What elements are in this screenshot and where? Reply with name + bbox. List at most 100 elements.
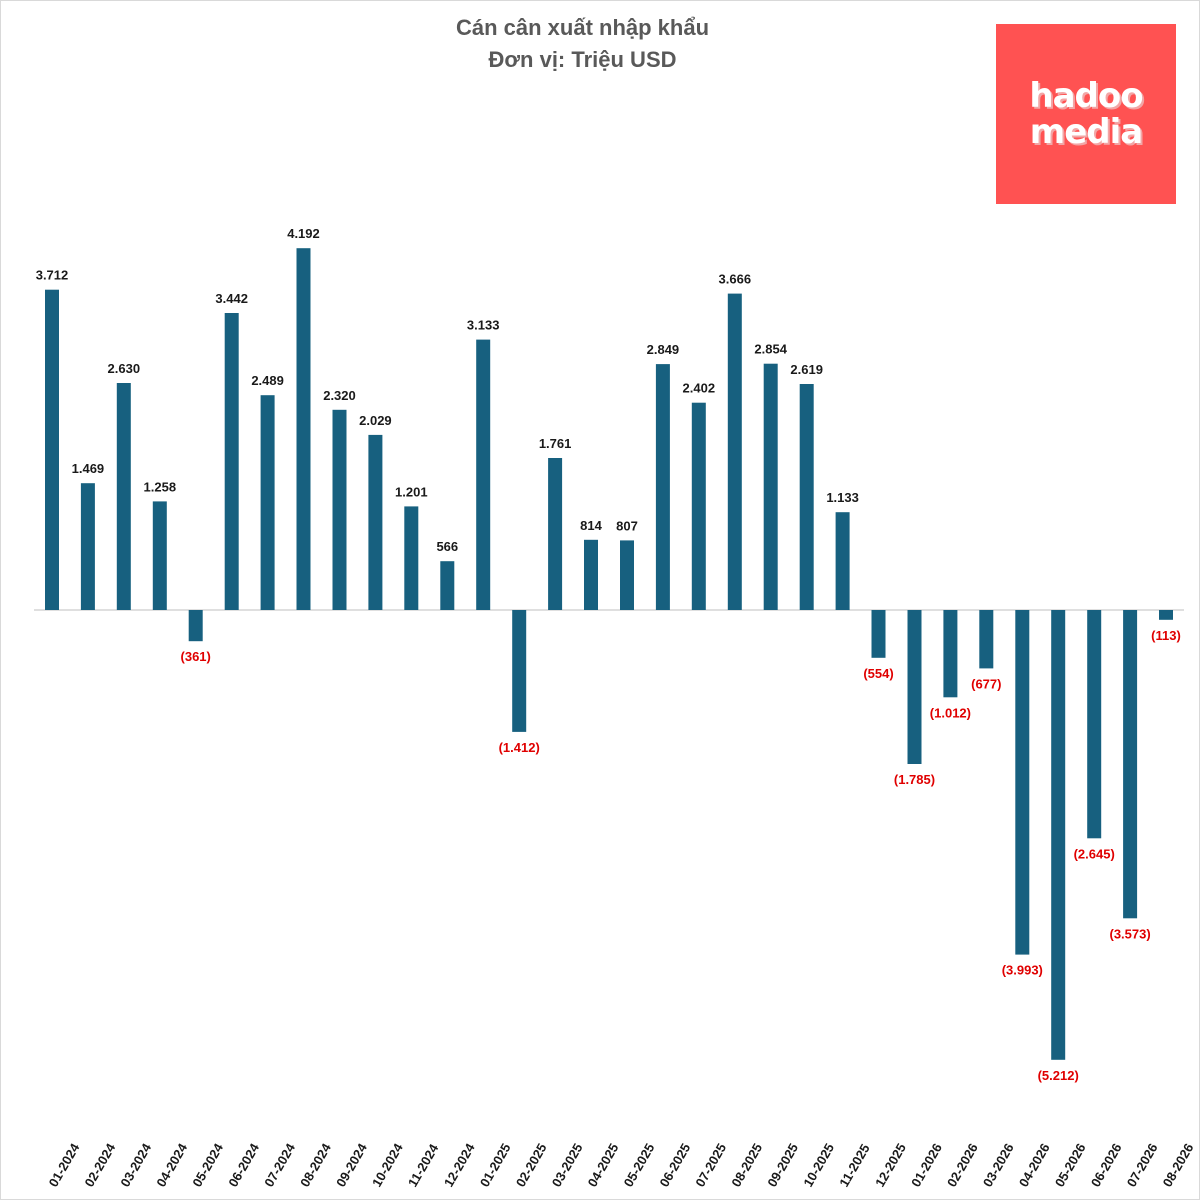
x-tick-label-07-2025: 07-2025 xyxy=(692,1141,729,1190)
x-tick-label-11-2025: 11-2025 xyxy=(836,1141,872,1189)
data-label-10-2024: 2.029 xyxy=(359,413,392,428)
data-label-06-2026: (2.645) xyxy=(1074,846,1115,861)
x-tick-label-01-2026: 01-2026 xyxy=(908,1141,945,1190)
x-tick-label-03-2024: 03-2024 xyxy=(117,1140,154,1189)
bar-05-2024 xyxy=(188,610,203,642)
data-label-02-2026: (1.012) xyxy=(930,705,971,720)
bar-02-2025 xyxy=(512,610,527,732)
data-label-05-2024: (361) xyxy=(181,649,211,664)
data-label-06-2025: 2.849 xyxy=(647,342,680,357)
chart-title-main: Cán cân xuất nhập khẩu xyxy=(455,15,710,40)
chart-title: Cán cân xuất nhập khẩu Đơn vị: Triệu USD xyxy=(0,12,1165,76)
x-tick-label-02-2026: 02-2026 xyxy=(944,1141,981,1190)
bar-04-2024 xyxy=(152,501,167,610)
x-tick-label-07-2026: 07-2026 xyxy=(1124,1141,1161,1190)
bar-07-2025 xyxy=(691,402,706,610)
data-label-01-2025: 3.133 xyxy=(467,318,500,333)
x-tick-label-12-2024: 12-2024 xyxy=(441,1140,478,1189)
x-tick-label-11-2024: 11-2024 xyxy=(405,1141,442,1190)
data-label-11-2025: 1.133 xyxy=(826,490,859,505)
data-label-04-2026: (3.993) xyxy=(1002,963,1043,978)
x-tick-label-03-2026: 03-2026 xyxy=(980,1141,1017,1190)
x-tick-label-03-2025: 03-2025 xyxy=(549,1141,586,1190)
bar-06-2026 xyxy=(1087,610,1102,839)
bar-07-2026 xyxy=(1123,610,1138,919)
data-label-02-2025: (1.412) xyxy=(499,740,540,755)
x-tick-label-09-2024: 09-2024 xyxy=(333,1140,370,1189)
bar-01-2025 xyxy=(476,339,491,610)
data-label-06-2024: 3.442 xyxy=(215,291,248,306)
bar-05-2025 xyxy=(620,540,634,610)
data-label-10-2025: 2.619 xyxy=(790,362,823,377)
x-tick-label-08-2026: 08-2026 xyxy=(1160,1141,1197,1190)
bar-06-2025 xyxy=(655,364,670,610)
bar-08-2025 xyxy=(727,293,742,610)
x-tick-label-07-2024: 07-2024 xyxy=(261,1140,298,1189)
bar-08-2026 xyxy=(1159,610,1173,620)
bar-03-2025 xyxy=(548,458,563,610)
data-label-11-2024: 1.201 xyxy=(395,484,428,499)
hadoo-media-logo: hadoo media xyxy=(996,24,1176,204)
data-label-12-2024: 566 xyxy=(436,539,458,554)
data-label-03-2025: 1.761 xyxy=(539,436,572,451)
data-label-09-2024: 2.320 xyxy=(323,388,356,403)
data-label-02-2024: 1.469 xyxy=(72,461,105,476)
bar-09-2025 xyxy=(763,363,778,610)
data-label-05-2026: (5.212) xyxy=(1038,1068,1079,1083)
data-label-03-2026: (677) xyxy=(971,676,1001,691)
x-tick-label-02-2024: 02-2024 xyxy=(82,1140,119,1189)
x-tick-label-06-2026: 06-2026 xyxy=(1088,1141,1125,1190)
x-tick-label-05-2026: 05-2026 xyxy=(1052,1141,1089,1190)
bar-09-2024 xyxy=(332,409,347,610)
x-tick-label-04-2025: 04-2025 xyxy=(585,1141,622,1190)
data-label-08-2025: 3.666 xyxy=(719,272,752,287)
data-label-05-2025: 807 xyxy=(616,518,638,533)
bar-01-2026 xyxy=(907,610,922,764)
bar-10-2024 xyxy=(368,434,383,610)
x-tick-label-05-2024: 05-2024 xyxy=(189,1140,226,1189)
x-tick-label-09-2025: 09-2025 xyxy=(764,1141,801,1190)
x-tick-label-01-2025: 01-2025 xyxy=(477,1141,514,1190)
data-label-07-2025: 2.402 xyxy=(683,381,716,396)
data-label-04-2025: 814 xyxy=(580,518,602,533)
bar-03-2024 xyxy=(116,383,131,610)
bar-08-2024 xyxy=(296,248,311,610)
x-tick-label-04-2026: 04-2026 xyxy=(1016,1141,1053,1190)
data-label-12-2025: (554) xyxy=(863,666,893,681)
bar-12-2024 xyxy=(440,561,455,610)
chart-subtitle: Đơn vị: Triệu USD xyxy=(488,47,677,72)
data-label-07-2024: 2.489 xyxy=(251,373,284,388)
data-label-07-2026: (3.573) xyxy=(1109,926,1150,941)
x-tick-label-04-2024: 04-2024 xyxy=(153,1140,190,1189)
data-label-03-2024: 2.630 xyxy=(108,361,141,376)
data-label-01-2026: (1.785) xyxy=(894,772,935,787)
x-tick-label-12-2025: 12-2025 xyxy=(872,1141,909,1190)
bar-10-2025 xyxy=(799,384,814,610)
bar-04-2026 xyxy=(1015,610,1030,955)
logo-text-line2: media xyxy=(1029,112,1143,152)
bar-11-2024 xyxy=(404,506,419,610)
x-tick-label-08-2025: 08-2025 xyxy=(728,1141,765,1190)
bar-05-2026 xyxy=(1051,610,1066,1060)
bar-01-2024 xyxy=(45,289,59,610)
data-label-01-2024: 3.712 xyxy=(36,268,69,283)
bar-02-2026 xyxy=(943,610,958,698)
x-tick-label-10-2024: 10-2024 xyxy=(369,1140,406,1189)
logo-text-line1: hadoo xyxy=(1029,76,1143,116)
bar-07-2024 xyxy=(260,395,275,610)
x-tick-label-06-2024: 06-2024 xyxy=(225,1140,262,1189)
data-label-08-2024: 4.192 xyxy=(287,226,320,241)
bar-04-2025 xyxy=(584,539,598,610)
data-label-09-2025: 2.854 xyxy=(754,342,787,357)
data-label-04-2024: 1.258 xyxy=(144,479,177,494)
x-tick-label-10-2025: 10-2025 xyxy=(800,1141,837,1190)
bar-06-2024 xyxy=(224,313,239,610)
x-tick-label-01-2024: 01-2024 xyxy=(46,1140,83,1189)
x-tick-label-02-2025: 02-2025 xyxy=(513,1141,550,1190)
bar-02-2024 xyxy=(80,483,95,610)
bar-03-2026 xyxy=(979,610,994,669)
x-tick-label-05-2025: 05-2025 xyxy=(621,1141,658,1190)
bar-12-2025 xyxy=(871,610,886,658)
x-tick-label-06-2025: 06-2025 xyxy=(657,1141,694,1190)
